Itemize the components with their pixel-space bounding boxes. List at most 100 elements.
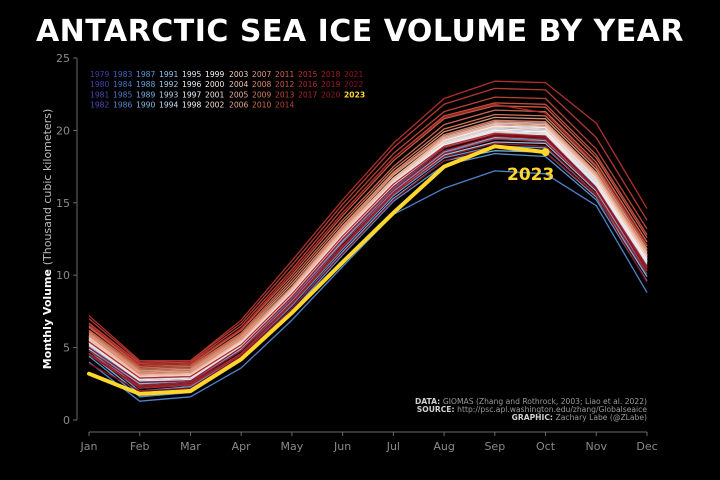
legend-item-1988: 1988 (136, 80, 155, 89)
annotation-layer: 2023 (507, 165, 554, 185)
y-tick-label: 25 (56, 52, 70, 65)
series-line-2021 (88, 134, 648, 384)
x-tick-label: May (281, 440, 304, 453)
x-tick-label: Oct (536, 440, 556, 453)
legend-item-2015: 2015 (298, 70, 317, 79)
series-line-2006 (88, 121, 648, 373)
legend-item-2011: 2011 (275, 70, 294, 79)
y-axis-label: Monthly Volume (Thousand cubic kilometer… (41, 109, 54, 370)
x-tick-label: Jul (386, 440, 400, 453)
x-tick-label: Nov (586, 440, 608, 453)
legend-item-1998: 1998 (182, 101, 201, 110)
legend-item-1985: 1985 (113, 90, 132, 99)
series-line-2010 (88, 109, 648, 369)
axes: 0 5 10 15 20 25 Jan Feb Mar Apr May Jun Jul Aug Sep Oct… (41, 52, 658, 453)
x-tick-label: Apr (232, 440, 252, 453)
series-line-2011 (88, 105, 648, 368)
legend-item-2020: 2020 (321, 90, 340, 99)
series-line-2022 (88, 145, 648, 392)
series-line-1985 (88, 126, 648, 379)
legend-item-2008: 2008 (252, 80, 271, 89)
legend-item-2014: 2014 (275, 101, 294, 110)
legend-item-1982: 1982 (90, 101, 109, 110)
source-line: SOURCE: http://psc.apl.washington.edu/zh… (417, 405, 648, 414)
series-line-1992 (88, 141, 648, 389)
series-line-2019 (88, 142, 648, 389)
x-tick-label: Mar (180, 440, 201, 453)
legend-item-2004: 2004 (229, 80, 248, 89)
legend-item-1989: 1989 (136, 90, 155, 99)
legend-item-1983: 1983 (113, 70, 132, 79)
legend-item-2016: 2016 (298, 80, 317, 89)
series-line-2001 (88, 131, 648, 381)
series-line-1988 (88, 145, 648, 392)
series-line-2015 (88, 80, 648, 362)
legend-item-1980: 1980 (90, 80, 109, 89)
series-line-1980 (88, 128, 648, 379)
series-line-2009 (88, 113, 648, 370)
series-line-1986 (88, 170, 648, 402)
y-tick-label: 15 (56, 197, 70, 210)
legend-item-1984: 1984 (113, 80, 132, 89)
legend-item-2003: 2003 (229, 70, 248, 79)
legend-item-2012: 2012 (275, 80, 294, 89)
legend-item-1991: 1991 (159, 70, 178, 79)
x-tick-label: Feb (130, 440, 149, 453)
legend-item-1986: 1986 (113, 101, 132, 110)
y-tick-label: 5 (63, 342, 70, 355)
series-line-2003 (88, 126, 648, 378)
legend-item-1995: 1995 (182, 70, 201, 79)
x-tick-label: Dec (636, 440, 657, 453)
series-line-1981 (88, 131, 648, 382)
legend-item-2017: 2017 (298, 90, 317, 99)
highlight-year-annotation: 2023 (507, 165, 554, 185)
legend-item-2021: 2021 (344, 70, 363, 79)
legend-item-1979: 1979 (90, 70, 109, 79)
legend-item-1999: 1999 (205, 70, 224, 79)
legend-item-2013: 2013 (275, 90, 294, 99)
series-line-2008 (88, 119, 648, 375)
chart-title: ANTARCTIC SEA ICE VOLUME BY YEAR (35, 14, 685, 49)
series-line-2018 (88, 138, 648, 388)
series-line-2007 (88, 116, 648, 372)
x-tick-label: Sep (484, 440, 505, 453)
x-tick-label: Aug (433, 440, 454, 453)
y-tick-label: 0 (63, 414, 70, 427)
series-line-2020 (88, 135, 648, 386)
series-lines (87, 80, 648, 402)
series-line-2005 (88, 123, 648, 376)
legend-item-2006: 2006 (229, 101, 248, 110)
legend-item-2022: 2022 (344, 80, 363, 89)
y-tick-label: 20 (56, 124, 70, 137)
x-tick-label: Jun (333, 440, 351, 453)
legend-item-2007: 2007 (252, 70, 271, 79)
legend-item-2000: 2000 (205, 80, 224, 89)
source-credits: DATA: GIOMAS (Zhang and Rothrock, 2003; … (415, 397, 647, 422)
legend-item-1996: 1996 (182, 80, 201, 89)
source-line: DATA: GIOMAS (Zhang and Rothrock, 2003; … (415, 397, 647, 406)
series-line-1993 (88, 131, 648, 381)
legend-item-2018: 2018 (321, 70, 340, 79)
legend-item-1990: 1990 (136, 101, 155, 110)
legend-item-2023: 2023 (344, 90, 365, 99)
series-endpoint-marker (541, 148, 550, 157)
legend-item-2002: 2002 (205, 101, 224, 110)
legend-item-2009: 2009 (252, 90, 271, 99)
legend-item-2001: 2001 (205, 90, 224, 99)
legend-item-1987: 1987 (136, 70, 155, 79)
series-line-2013 (88, 96, 648, 365)
series-line-1991 (88, 136, 648, 385)
series-line-2016 (88, 103, 648, 366)
legend-item-1994: 1994 (159, 101, 178, 110)
y-tick-label: 10 (56, 269, 70, 282)
legend-item-2019: 2019 (321, 80, 340, 89)
series-line-1984 (88, 132, 648, 384)
series-line-2017 (88, 132, 648, 379)
series-line-1990 (88, 150, 648, 395)
x-tick-label: Jan (80, 440, 98, 453)
series-line-2023 (87, 144, 548, 396)
legend-item-2005: 2005 (229, 90, 248, 99)
source-line: GRAPHIC: Zachary Labe (@ZLabe) (512, 413, 647, 422)
legend-item-1992: 1992 (159, 80, 178, 89)
